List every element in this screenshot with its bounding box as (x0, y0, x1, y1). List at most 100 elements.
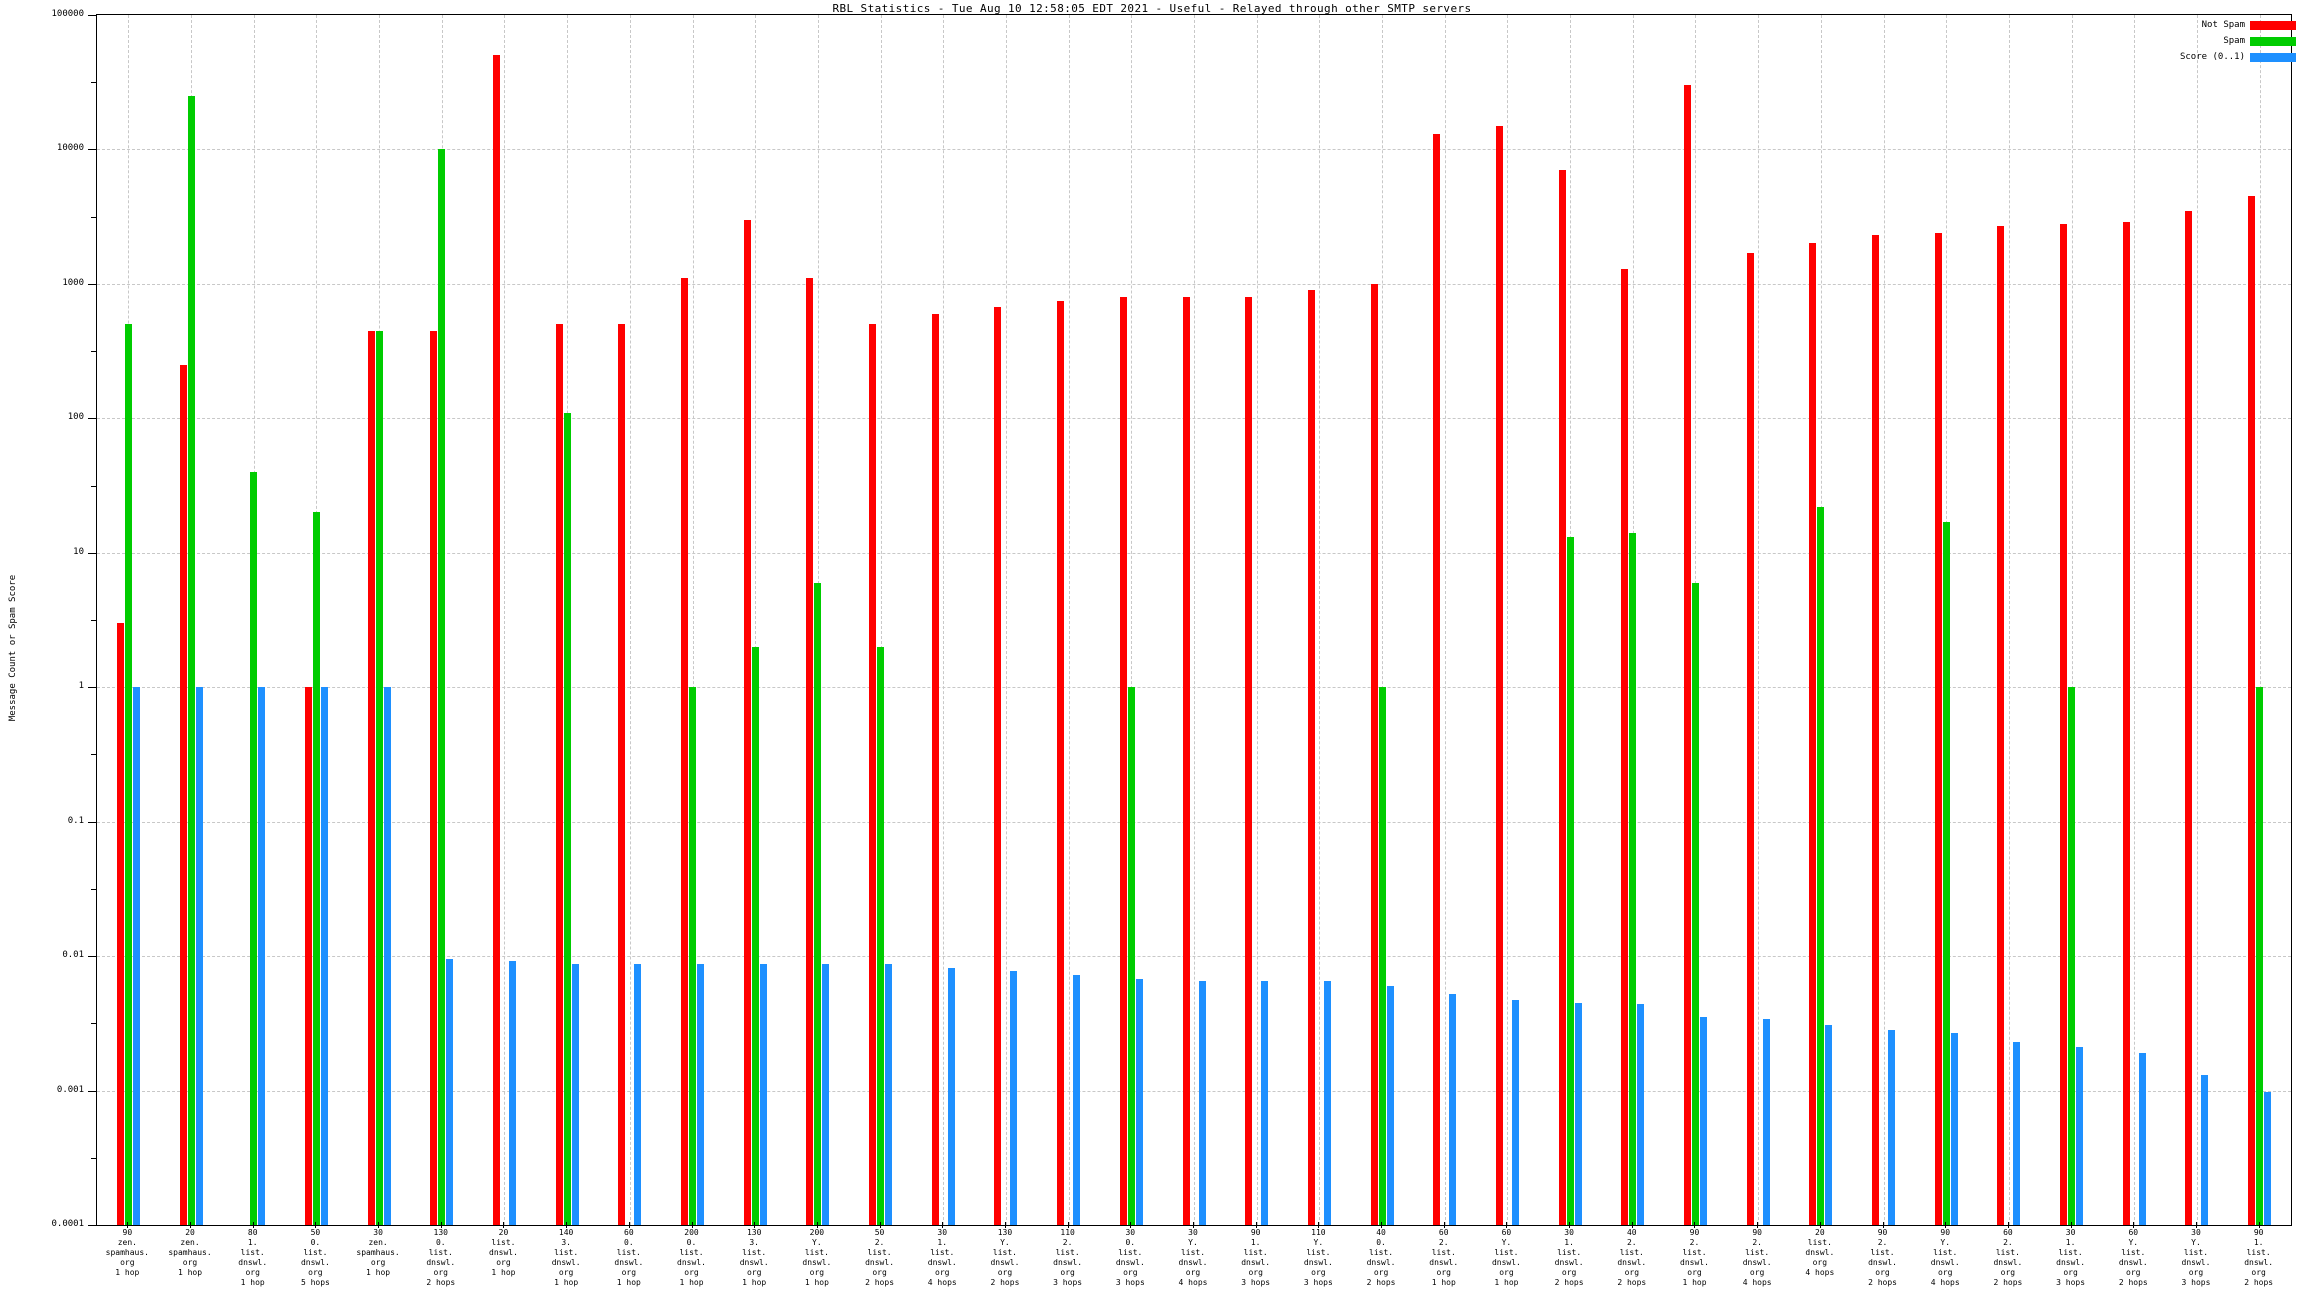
x-axis-label-line: org (433, 1268, 448, 1277)
x-axis-label-line: dnswl. (1241, 1258, 1271, 1267)
y-axis-minor-tick (91, 1023, 97, 1025)
x-axis-tick (1882, 1222, 1884, 1228)
y-axis-tick (88, 956, 97, 958)
x-axis-tick (1631, 1222, 1633, 1228)
y-axis-tick-label: 10 (73, 546, 84, 557)
x-axis-label-line: dnswl. (300, 1258, 330, 1267)
x-axis-label-line: list. (2246, 1248, 2271, 1257)
x-axis-label-line: list. (930, 1248, 955, 1257)
y-axis-minor-tick (91, 351, 97, 353)
y-axis-tick-label: 0.0001 (51, 1219, 84, 1229)
x-axis-label-line: dnswl. (2118, 1258, 2148, 1267)
x-axis-tick (1694, 1222, 1696, 1228)
x-axis-tick-label: 30 1. list. dnswl. org 3 hops (2056, 1228, 2085, 1288)
x-axis-label-line: org (872, 1268, 887, 1277)
x-axis-tick (2195, 1222, 2197, 1228)
gridline-vertical (1758, 15, 1760, 1225)
x-axis-label-line: 40 (1626, 1228, 1637, 1237)
bar-not-spam (1809, 243, 1817, 1225)
plot-inner (97, 15, 2291, 1225)
x-axis-label-line: 2. (874, 1238, 885, 1247)
x-axis-label-line: 30 (373, 1228, 383, 1237)
x-axis-tick-label: 200 Y. list. dnswl. org 1 hop (802, 1228, 831, 1288)
x-axis-label-line: org (1624, 1268, 1640, 1277)
x-axis-label-line: dnswl. (1742, 1258, 1772, 1267)
bar-score (1888, 1030, 1896, 1225)
x-axis-tick-label: 130 0. list. dnswl. org 2 hops (426, 1228, 455, 1288)
x-axis-label-line: 0. (435, 1238, 446, 1247)
bar-spam (1629, 533, 1637, 1225)
x-axis-tick (566, 1222, 568, 1228)
x-axis-label-line: org (2063, 1268, 2078, 1277)
x-axis-tick-label: 40 2. list. dnswl. org 2 hops (1617, 1228, 1646, 1288)
gridline-vertical (1256, 15, 1258, 1225)
legend-item: Spam (2146, 34, 2296, 48)
x-axis-label-line: 90 (122, 1228, 133, 1237)
x-axis-tick (816, 1222, 818, 1228)
x-axis-label-line: 2 hops (1868, 1278, 1897, 1287)
bar-not-spam (555, 324, 563, 1225)
bar-spam (124, 324, 132, 1225)
x-axis-label-line: 110 (1311, 1228, 1326, 1237)
bar-not-spam (1934, 232, 1942, 1225)
y-axis-minor-tick (91, 888, 97, 890)
x-axis-label-line: 1. (1564, 1238, 1574, 1247)
x-axis-label-line: zen. (368, 1238, 388, 1247)
x-axis-label-line: 130 (433, 1228, 448, 1237)
bar-score (1449, 994, 1457, 1225)
x-axis-tick-label: 90 zen. spamhaus. org 1 hop (106, 1228, 149, 1278)
x-axis-label-line: org (1561, 1268, 1577, 1277)
x-axis-label-line: 3 hops (2181, 1278, 2211, 1287)
y-axis-minor-tick (91, 485, 97, 487)
y-axis-minor-tick (91, 82, 97, 84)
x-axis-label-line: dnswl. (927, 1258, 957, 1267)
y-axis-tick (88, 687, 97, 689)
x-axis-label-line: 40 (1376, 1228, 1386, 1237)
x-axis-label-line: 2. (1626, 1238, 1637, 1247)
x-axis-label-line: 2. (1438, 1238, 1449, 1247)
x-axis-label-line: dnswl. (1178, 1258, 1208, 1267)
x-axis-label-line: 5 hops (300, 1278, 330, 1287)
x-axis-label-line: zen. (117, 1238, 137, 1247)
x-axis-label-line: spamhaus. (356, 1248, 400, 1257)
bar-not-spam (806, 278, 814, 1225)
x-axis-label-line: dnswl. (802, 1258, 832, 1267)
bar-not-spam (1558, 170, 1566, 1225)
bar-not-spam (618, 324, 626, 1225)
x-axis-tick (691, 1222, 693, 1228)
x-axis-label-line: dnswl. (1617, 1258, 1647, 1267)
x-axis-label-line: 1 hop (366, 1268, 391, 1277)
x-axis-tick (1443, 1222, 1445, 1228)
x-axis-label-line: 4 hops (927, 1278, 957, 1287)
x-axis-tick (1757, 1222, 1759, 1228)
x-axis-label-line: 200 (809, 1228, 825, 1237)
x-axis-label-line: list. (240, 1248, 265, 1257)
bar-spam (438, 149, 446, 1225)
x-axis-label-line: 50 (874, 1228, 885, 1237)
x-axis-tick-label: 20 zen. spamhaus. org 1 hop (168, 1228, 211, 1278)
x-axis-label-line: 0. (624, 1238, 634, 1247)
x-axis-label-line: org (621, 1268, 637, 1277)
x-axis-label-line: list. (1933, 1248, 1958, 1257)
x-axis-label-line: 90 (1689, 1228, 1700, 1237)
x-axis-tick (1819, 1222, 1821, 1228)
x-axis-label-line: list. (992, 1248, 1017, 1257)
x-axis-label-line: 3. (561, 1238, 571, 1247)
y-axis-tick-label: 0.1 (67, 815, 84, 826)
gridline-vertical (2196, 15, 2198, 1225)
bar-score (1637, 1004, 1645, 1225)
x-axis-label-line: list. (1369, 1248, 1394, 1257)
x-axis-label-line: dnswl. (1115, 1258, 1145, 1267)
x-axis-tick-label: 200 0. list. dnswl. org 1 hop (677, 1228, 706, 1288)
x-axis-label-line: 1 hop (679, 1278, 704, 1287)
gridline-vertical (504, 15, 506, 1225)
x-axis-label-line: 2 hops (990, 1278, 1020, 1287)
bar-not-spam (1119, 296, 1127, 1225)
x-axis-label-line: list. (1682, 1248, 1707, 1257)
x-axis-label-line: 2. (2003, 1238, 2013, 1247)
x-axis-tick (1067, 1222, 1069, 1228)
x-axis-tick-label: 60 0. list. dnswl. org 1 hop (614, 1228, 643, 1288)
gridline-vertical (2008, 15, 2010, 1225)
bar-not-spam (1683, 85, 1691, 1225)
bar-spam (375, 330, 383, 1225)
